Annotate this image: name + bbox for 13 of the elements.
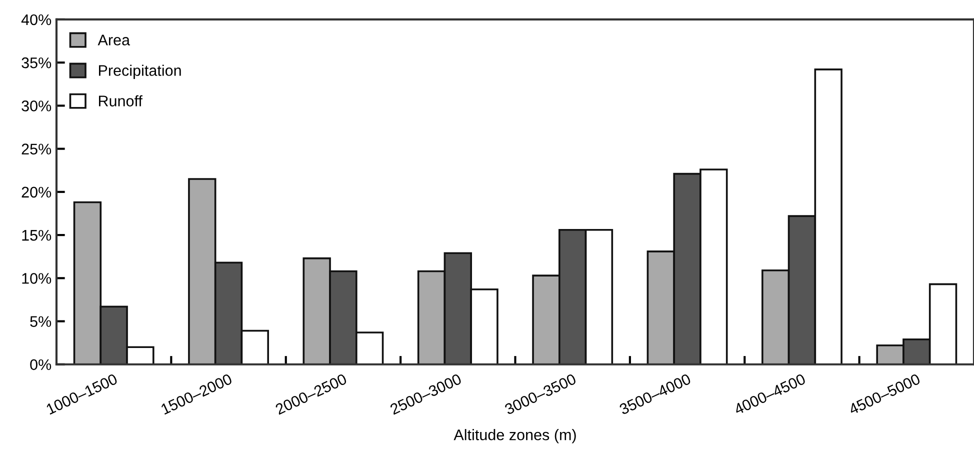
y-tick-label: 10%	[22, 273, 52, 284]
y-tick-label: 25%	[22, 144, 52, 154]
y-tick-label: 0%	[30, 359, 52, 370]
y-tick-label: 5%	[30, 316, 52, 327]
y-tick-label: 15%	[22, 230, 52, 241]
y-tick-label: 30%	[22, 100, 52, 112]
legend-label: Precipitation	[98, 64, 181, 79]
y-tick-label: 20%	[22, 186, 52, 198]
legend-label: Runoff	[98, 95, 143, 106]
legend-label: Area	[98, 34, 130, 46]
y-tick-label: 40%	[21, 14, 52, 26]
x-axis-title: Altitude zones (m)	[454, 429, 576, 444]
y-tick-label: 35%	[22, 57, 52, 68]
